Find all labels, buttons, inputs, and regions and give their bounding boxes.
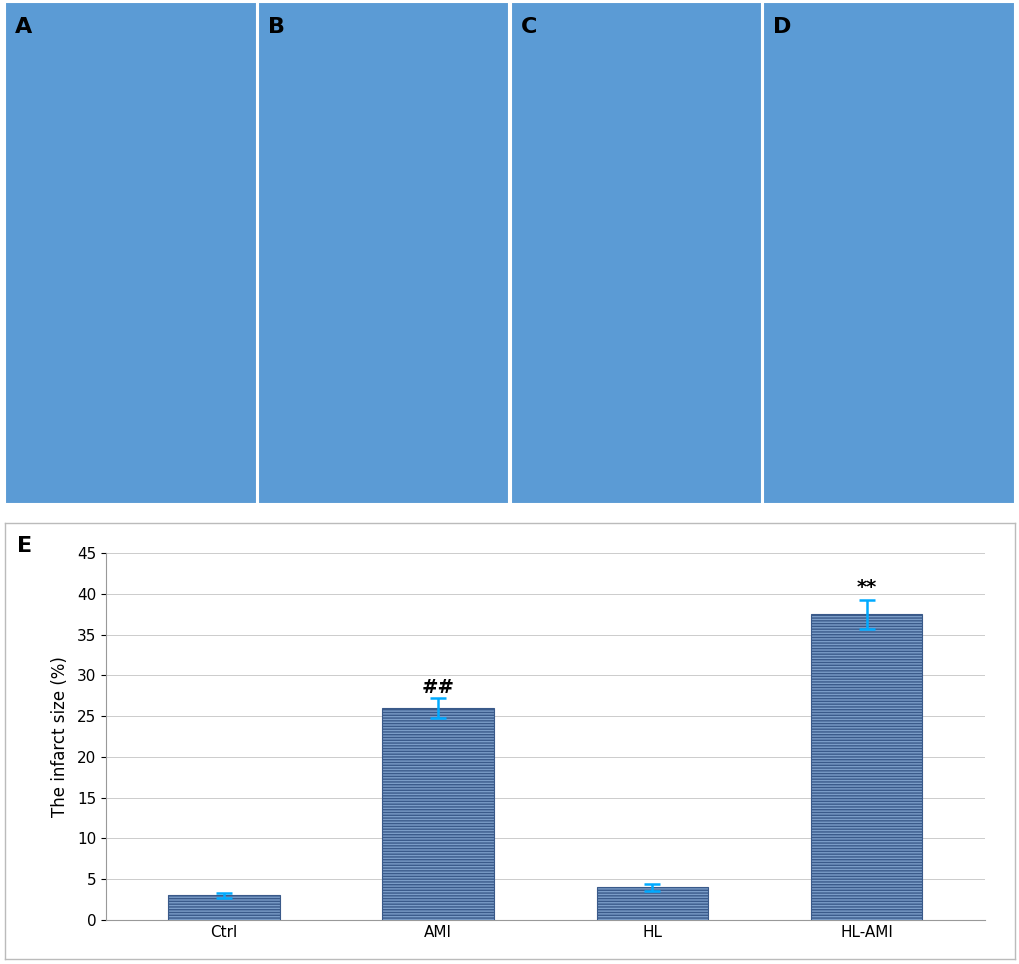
Text: C: C	[520, 17, 537, 37]
Text: E: E	[17, 536, 33, 556]
Text: B: B	[268, 17, 284, 37]
Text: A: A	[15, 17, 33, 37]
Text: D: D	[772, 17, 791, 37]
